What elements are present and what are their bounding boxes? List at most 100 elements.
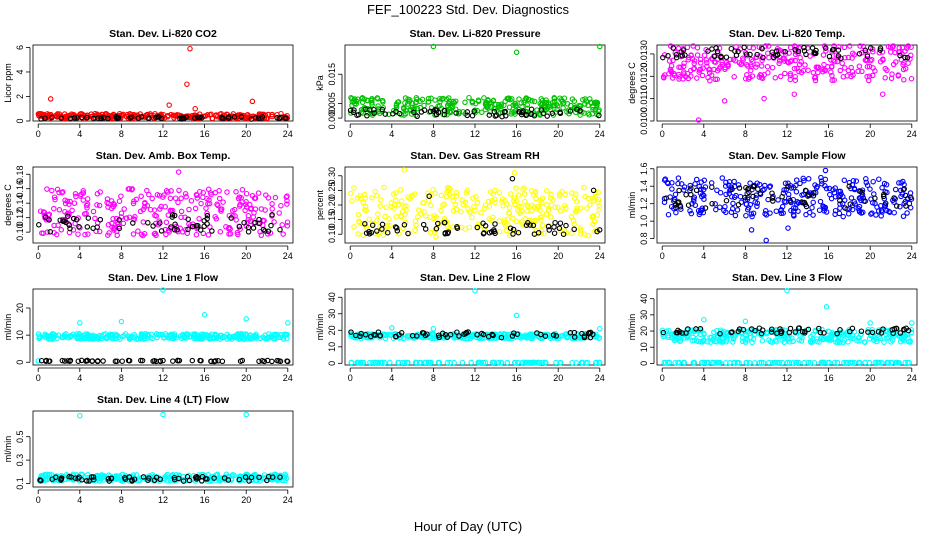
panel-title: Stan. Dev. Line 1 Flow — [108, 272, 219, 284]
data-point — [414, 113, 420, 120]
x-tick-label: 24 — [283, 495, 293, 505]
data-point — [535, 230, 542, 236]
data-point — [685, 202, 692, 208]
data-point — [899, 44, 906, 51]
data-point — [684, 44, 691, 51]
data-point — [897, 330, 904, 336]
data-point — [765, 196, 771, 203]
data-point — [226, 231, 232, 237]
data-point — [194, 332, 200, 338]
data-point — [65, 213, 71, 219]
data-point — [683, 191, 689, 198]
data-point — [350, 109, 357, 116]
data-point — [377, 203, 384, 209]
data-point — [743, 332, 749, 339]
data-point — [889, 71, 895, 77]
plot-frame — [344, 166, 606, 244]
data-point — [211, 358, 218, 365]
data-point — [88, 334, 95, 341]
outlier-point — [513, 49, 520, 56]
data-point — [793, 177, 800, 183]
data-point — [497, 228, 503, 235]
data-point — [398, 198, 405, 204]
data-point — [786, 339, 793, 345]
data-point — [217, 229, 224, 235]
data-point — [723, 191, 729, 198]
data-point — [840, 74, 847, 80]
data-point — [557, 208, 564, 214]
data-point — [868, 56, 875, 63]
data-point — [96, 228, 103, 235]
data-point — [545, 100, 552, 106]
x-axis: 0 4 8 12 16 20 24 — [660, 367, 917, 383]
data-point — [120, 111, 126, 118]
data-point — [258, 474, 264, 481]
data-point — [172, 221, 178, 228]
data-point — [498, 359, 504, 366]
data-point — [123, 215, 130, 221]
outlier-point — [35, 358, 41, 364]
data-point — [797, 54, 803, 61]
figure-title: FEF_100223 Std. Dev. Diagnostics — [367, 2, 570, 17]
data-point — [534, 203, 541, 210]
data-points — [37, 411, 290, 484]
data-point — [539, 222, 546, 229]
data-point — [470, 195, 476, 201]
data-point — [542, 333, 549, 339]
data-point — [782, 51, 789, 57]
data-point — [188, 198, 195, 204]
data-point — [158, 203, 164, 210]
data-point — [665, 53, 671, 59]
data-point — [165, 189, 171, 195]
data-point — [831, 58, 838, 65]
data-point — [550, 197, 556, 203]
data-point — [413, 359, 420, 366]
x-axis: 0 4 8 12 16 20 24 — [348, 245, 605, 261]
data-point — [590, 213, 597, 219]
data-point — [855, 68, 861, 75]
data-point — [142, 200, 148, 207]
data-point — [709, 46, 715, 52]
data-point — [701, 330, 707, 337]
data-point — [236, 223, 243, 230]
data-point — [748, 211, 755, 217]
data-point — [44, 332, 50, 339]
data-point — [250, 225, 257, 231]
outlier-point — [879, 91, 886, 97]
data-point — [126, 214, 133, 220]
outlier-point — [401, 167, 408, 173]
data-point — [734, 207, 741, 213]
data-point — [191, 333, 197, 339]
y-tick-label: 20 — [15, 303, 25, 313]
data-point — [241, 219, 247, 226]
data-point — [513, 185, 519, 191]
data-point — [250, 214, 257, 220]
data-point — [784, 359, 791, 366]
plot-frame — [32, 288, 294, 366]
data-point — [590, 221, 596, 227]
data-point — [746, 359, 753, 366]
x-tick-label: 4 — [77, 373, 82, 383]
data-point — [811, 190, 817, 196]
data-point — [593, 359, 600, 366]
data-point — [490, 98, 496, 104]
y-tick-label: 0.8 — [639, 232, 649, 245]
data-point — [794, 65, 800, 72]
data-point — [114, 358, 120, 364]
data-point — [849, 325, 856, 332]
data-point — [509, 333, 516, 339]
data-point — [766, 359, 772, 366]
data-point — [278, 334, 284, 341]
data-point — [283, 194, 290, 200]
y-tick-label: 0.18 — [15, 165, 25, 183]
data-point — [352, 96, 358, 102]
data-point — [380, 332, 387, 339]
data-point — [481, 205, 488, 211]
data-point — [862, 47, 869, 54]
data-point — [455, 110, 462, 117]
data-point — [577, 225, 583, 231]
data-point — [847, 201, 854, 207]
